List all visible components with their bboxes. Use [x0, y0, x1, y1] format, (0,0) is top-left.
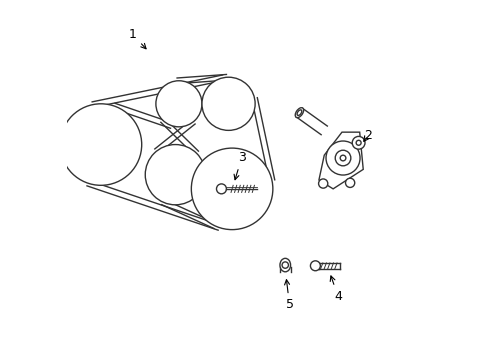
Text: 3: 3 — [234, 151, 245, 180]
Text: 1: 1 — [129, 28, 146, 49]
Circle shape — [351, 136, 364, 149]
Circle shape — [318, 179, 327, 188]
Text: 2: 2 — [363, 129, 371, 142]
Circle shape — [60, 104, 142, 185]
Ellipse shape — [295, 108, 303, 118]
Circle shape — [156, 81, 202, 127]
Circle shape — [282, 262, 288, 268]
Circle shape — [340, 155, 345, 161]
Text: 4: 4 — [329, 276, 341, 303]
Circle shape — [355, 140, 360, 145]
Ellipse shape — [279, 258, 290, 272]
Circle shape — [216, 184, 226, 194]
Circle shape — [145, 145, 205, 205]
Circle shape — [335, 150, 350, 166]
Polygon shape — [318, 132, 363, 189]
Circle shape — [202, 77, 255, 130]
Circle shape — [191, 148, 272, 230]
Text: 5: 5 — [284, 280, 293, 311]
Circle shape — [325, 141, 359, 175]
Circle shape — [310, 261, 320, 271]
Ellipse shape — [297, 110, 301, 116]
Circle shape — [345, 178, 354, 188]
